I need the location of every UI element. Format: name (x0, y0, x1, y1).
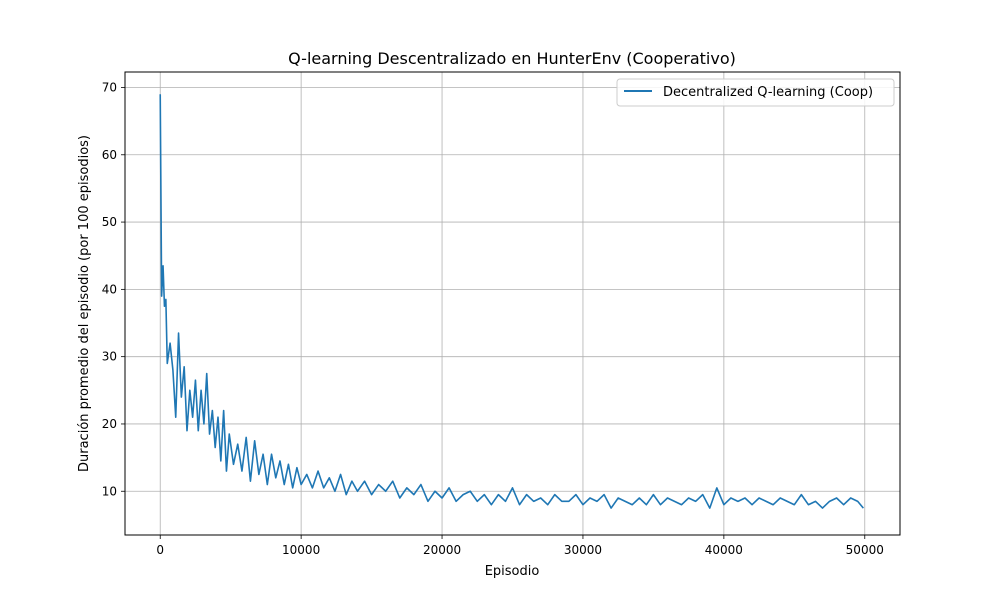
series-layer (159, 94, 864, 509)
y-axis-ticks: 10 20 30 40 50 60 70 (102, 80, 125, 498)
grid (125, 72, 900, 535)
y-tick-label: 10 (102, 484, 117, 498)
x-axis-label: Episodio (485, 564, 540, 579)
chart-title: Q-learning Descentralizado en HunterEnv … (288, 49, 736, 68)
y-tick-label: 30 (102, 350, 117, 364)
x-tick-label: 0 (156, 543, 164, 557)
y-tick-label: 50 (102, 215, 117, 229)
x-tick-label: 20000 (423, 543, 461, 557)
x-tick-label: 30000 (564, 543, 602, 557)
y-tick-label: 40 (102, 282, 117, 296)
legend: Decentralized Q-learning (Coop) (616, 78, 895, 107)
series-line-0 (159, 94, 864, 509)
x-tick-label: 50000 (846, 543, 884, 557)
y-tick-label: 60 (102, 148, 117, 162)
legend-box (616, 78, 895, 107)
y-tick-label: 70 (102, 80, 117, 94)
x-axis-ticks: 0 10000 20000 30000 40000 50000 (156, 535, 884, 557)
y-axis-label: Duración promedio del episodio (por 100 … (77, 135, 92, 472)
x-tick-label: 10000 (282, 543, 320, 557)
x-tick-label: 40000 (705, 543, 743, 557)
legend-label: Decentralized Q-learning (Coop) (663, 85, 873, 100)
plot-area-frame (124, 71, 901, 536)
y-tick-label: 20 (102, 417, 117, 431)
